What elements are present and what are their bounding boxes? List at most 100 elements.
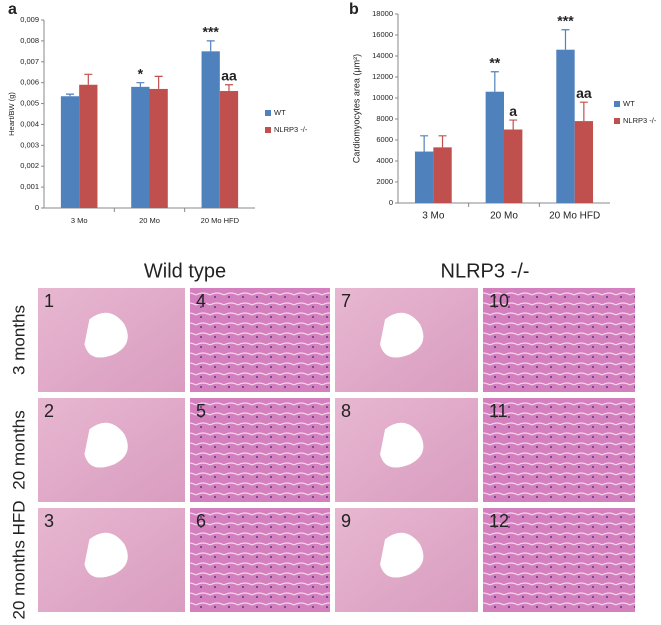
- histology-image: 7: [335, 288, 478, 392]
- y-tick-label: 0: [35, 203, 39, 212]
- column-header: NLRP3 -/-: [441, 260, 530, 282]
- histology-image: 3: [38, 508, 185, 612]
- error-bar: [66, 93, 75, 97]
- lumen: [380, 422, 424, 468]
- x-tick-label: 20 Mo: [139, 216, 160, 225]
- histology-image: 9: [335, 508, 478, 612]
- x-tick-label: 20 Mo: [490, 211, 518, 222]
- y-tick-label: 0,001: [20, 182, 39, 191]
- lumen: [380, 532, 424, 578]
- x-tick-label: 3 Mo: [422, 211, 445, 222]
- error-bar: [420, 135, 429, 152]
- legend-label: WT: [274, 108, 286, 117]
- significance-label: ***: [203, 24, 220, 40]
- error-bar: [490, 71, 499, 92]
- panel-number: 12: [489, 511, 509, 531]
- panel-number: 11: [489, 401, 508, 421]
- y-tick-label: 10000: [372, 93, 393, 102]
- y-tick-label: 0,008: [20, 36, 39, 45]
- panel-number: 3: [44, 511, 54, 531]
- y-tick-label: 0,004: [20, 119, 39, 128]
- significance-label: aa: [221, 67, 237, 83]
- y-tick-label: 0,002: [20, 161, 39, 170]
- y-tick-label: 0,007: [20, 57, 39, 66]
- tissue-high-mag: [190, 508, 330, 612]
- significance-label: a: [509, 103, 517, 119]
- y-axis-label: Heart/BW (g): [7, 92, 16, 136]
- panel-number: 5: [196, 401, 206, 421]
- histology-image: 12: [483, 508, 635, 612]
- y-tick-label: 4000: [376, 156, 393, 165]
- error-bar: [84, 73, 93, 85]
- y-axis-label: Cardiomyocytes area (μm²): [351, 54, 361, 163]
- error-bar: [579, 101, 588, 122]
- y-tick-label: 6000: [376, 135, 393, 144]
- tissue-high-mag: [483, 288, 635, 392]
- y-tick-label: 0: [389, 198, 393, 207]
- panel-number: 6: [196, 511, 206, 531]
- legend-swatch: [265, 127, 271, 133]
- bar: [485, 91, 504, 203]
- y-tick-label: 0,005: [20, 99, 39, 108]
- histology-image: 2: [38, 398, 185, 502]
- y-tick-label: 14000: [372, 51, 393, 60]
- panel-number: 1: [44, 291, 54, 311]
- y-tick-label: 18000: [372, 9, 393, 18]
- histology-image: 1: [38, 288, 185, 392]
- error-bar: [561, 29, 570, 50]
- error-bar: [154, 75, 163, 89]
- error-bar: [136, 82, 145, 87]
- x-tick-label: 20 Mo HFD: [549, 211, 600, 222]
- row-label: 20 months: [9, 410, 28, 489]
- bar: [504, 129, 523, 203]
- histology-image: 11: [483, 398, 635, 502]
- panel-number: 4: [196, 291, 206, 311]
- panel-number: 7: [341, 291, 351, 311]
- error-bar: [438, 135, 447, 148]
- legend-label: NLRP3 -/-: [623, 116, 657, 125]
- bar: [414, 151, 434, 203]
- panel-letter: a: [8, 1, 17, 18]
- histology-image: 6: [190, 508, 330, 612]
- histology-image: 8: [335, 398, 478, 502]
- panel-number: 8: [341, 401, 351, 421]
- error-bar: [224, 84, 233, 92]
- panel-number: 2: [44, 401, 54, 421]
- histology-image: 4: [190, 288, 330, 392]
- y-tick-label: 16000: [372, 30, 393, 39]
- bar: [201, 51, 220, 209]
- bar: [219, 91, 239, 208]
- bar: [149, 88, 168, 208]
- y-tick-label: 0,006: [20, 78, 39, 87]
- y-tick-label: 0,009: [20, 15, 39, 24]
- error-bar: [206, 40, 215, 52]
- bar: [79, 84, 98, 208]
- lumen: [84, 532, 128, 578]
- error-bar: [509, 119, 518, 130]
- lumen: [380, 312, 424, 358]
- tissue-high-mag: [190, 398, 330, 502]
- tissue-high-mag: [190, 288, 330, 392]
- column-header: Wild type: [144, 260, 226, 282]
- significance-label: aa: [576, 85, 592, 101]
- y-tick-label: 2000: [376, 177, 393, 186]
- histology-image: 10: [483, 288, 635, 392]
- histology-image: 5: [190, 398, 330, 502]
- bar: [60, 96, 80, 208]
- legend-swatch: [614, 101, 620, 107]
- tissue-high-mag: [483, 398, 635, 502]
- bar: [131, 86, 150, 208]
- tissue-high-mag: [483, 508, 635, 612]
- y-tick-label: 0,003: [20, 140, 39, 149]
- legend-label: WT: [623, 99, 635, 108]
- panel-letter: b: [349, 1, 359, 18]
- significance-label: ***: [557, 12, 574, 28]
- legend-swatch: [265, 110, 271, 116]
- significance-label: *: [138, 65, 144, 81]
- legend-swatch: [614, 118, 620, 124]
- row-label: 20 months HFD: [9, 500, 28, 619]
- bar: [433, 147, 452, 203]
- y-tick-label: 8000: [376, 114, 393, 123]
- row-label: 3 months: [9, 305, 28, 375]
